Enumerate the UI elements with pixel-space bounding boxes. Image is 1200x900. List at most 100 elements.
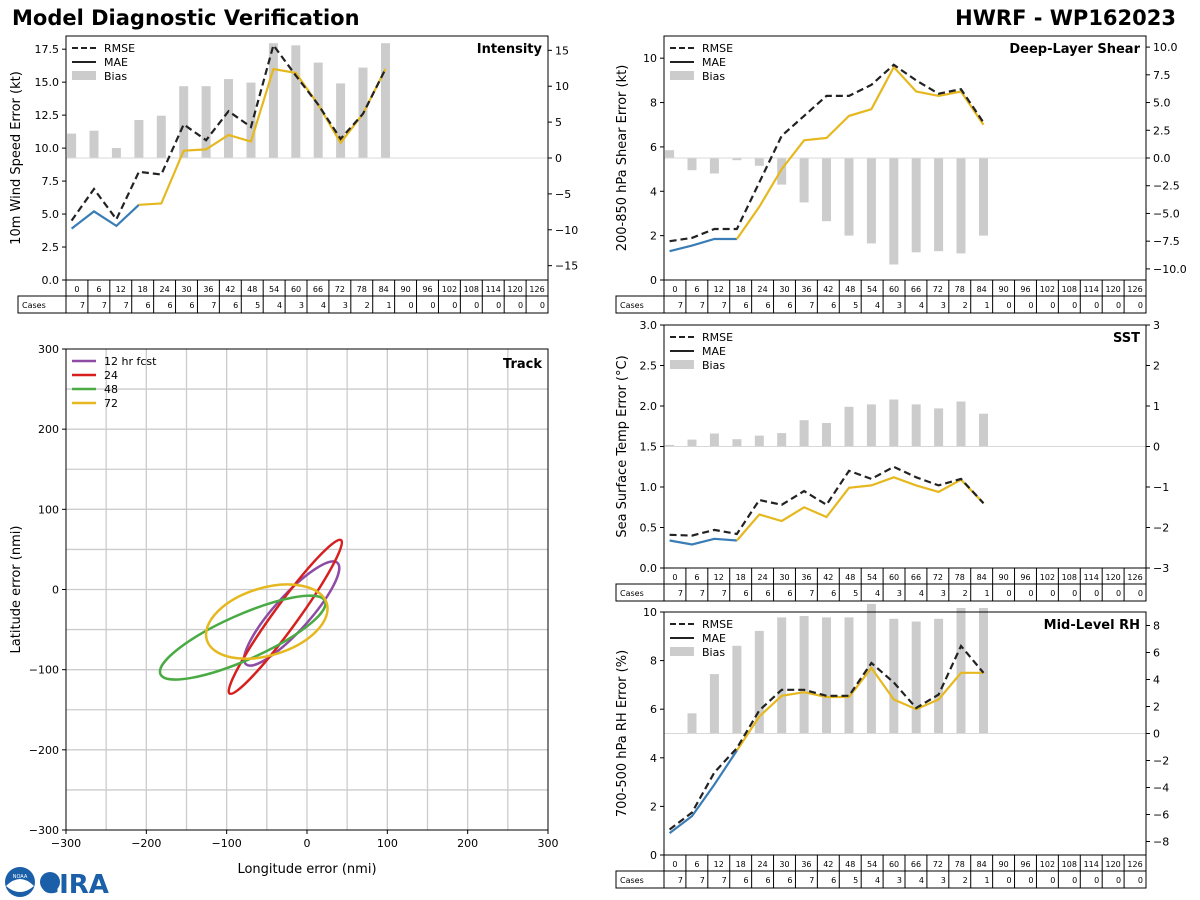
rh-legend-mae-label: MAE (702, 632, 726, 645)
sst-bias-bar (934, 408, 944, 447)
sst-bias-bar (665, 444, 675, 447)
sst-hour-label: 12 (714, 573, 724, 582)
intensity-case-count: 4 (277, 301, 282, 310)
track-xtick-label: −100 (212, 837, 242, 850)
rh-bias-bar (709, 674, 719, 734)
intensity-bias-bar (67, 133, 77, 158)
shear-panel: 0246810−10.0−7.5−5.0−2.50.02.55.07.510.0… (615, 35, 1187, 314)
rh-hour-label: 114 (1084, 860, 1099, 869)
shear-y2tick-label: 0.0 (1153, 152, 1171, 165)
shear-cases-label: Cases (620, 301, 644, 310)
shear-case-count: 1 (985, 301, 990, 310)
sst-case-count: 6 (787, 589, 792, 598)
rh-legend-bias-label: Bias (702, 646, 725, 659)
shear-bias-bar (777, 158, 787, 185)
rh-case-count: 4 (875, 876, 880, 885)
sst-ytick-label: 3.0 (640, 319, 658, 332)
sst-case-count: 2 (963, 589, 968, 598)
intensity-mae-line-early (70, 203, 140, 230)
intensity-legend-rmse-label: RMSE (104, 42, 135, 55)
rh-ylabel: 700-500 hPa RH Error (%) (615, 650, 630, 817)
sst-hour-label: 96 (1020, 573, 1030, 582)
shear-case-count: 3 (941, 301, 946, 310)
intensity-y2tick-label: −15 (555, 260, 578, 273)
intensity-bias-bar (134, 120, 144, 158)
shear-ylabel: 200-850 hPa Shear Error (kt) (615, 65, 630, 252)
sst-hour-label: 48 (845, 573, 855, 582)
rh-y2tick-label: 8 (1153, 620, 1160, 633)
sst-rmse-line (669, 465, 985, 537)
rh-ytick-label: 6 (650, 703, 657, 716)
intensity-legend-bias-label: Bias (104, 70, 127, 83)
shear-case-count: 2 (963, 301, 968, 310)
shear-legend-mae-label: MAE (702, 56, 726, 69)
sst-title: SST (1113, 331, 1140, 346)
sst-bias-bar (822, 423, 831, 447)
intensity-hour-label: 108 (464, 285, 479, 294)
intensity-bias-bar (268, 43, 278, 159)
intensity-bias-bar (179, 86, 189, 158)
intensity-cases-label: Cases (22, 301, 46, 310)
intensity-case-count: 6 (146, 301, 151, 310)
shear-bias-bar (799, 158, 809, 203)
intensity-hour-label: 30 (181, 285, 191, 294)
rh-hour-label: 54 (867, 860, 877, 869)
shear-case-count: 6 (831, 301, 836, 310)
shear-case-count: 6 (765, 301, 770, 310)
cira-logo-text: CIRA (40, 870, 109, 900)
intensity-hour-label: 78 (357, 285, 367, 294)
rh-case-count: 2 (963, 876, 968, 885)
shear-case-count: 7 (678, 301, 683, 310)
sst-bias-bar (866, 404, 876, 447)
intensity-case-count: 0 (540, 301, 545, 310)
shear-hour-label: 90 (998, 285, 1008, 294)
rh-cases-row (615, 870, 1147, 889)
sst-bias-bar (979, 413, 988, 447)
rh-case-count: 0 (1006, 876, 1011, 885)
sst-hour-label: 114 (1084, 573, 1099, 582)
shear-hour-label: 30 (779, 285, 789, 294)
intensity-case-count: 2 (365, 301, 370, 310)
intensity-ytick-label: 17.5 (35, 43, 60, 56)
sst-bias-bar (799, 420, 809, 447)
rh-y2tick-label: 6 (1153, 647, 1160, 660)
rh-y2tick-label: −4 (1153, 782, 1169, 795)
shear-bias-bar (979, 158, 988, 236)
shear-case-count: 0 (1138, 301, 1143, 310)
intensity-case-count: 7 (211, 301, 216, 310)
intensity-case-count: 0 (518, 301, 523, 310)
track-ytick-label: −200 (29, 744, 59, 757)
track-ytick-label: 200 (38, 423, 59, 436)
rh-cases-label: Cases (620, 876, 644, 885)
intensity-rmse-line (70, 42, 387, 222)
sst-case-count: 7 (678, 589, 683, 598)
intensity-bias-bar (201, 86, 211, 158)
track-xtick-label: 300 (538, 837, 559, 850)
intensity-case-count: 7 (102, 301, 107, 310)
rh-bias-bar (822, 617, 831, 734)
sst-bias-bar (687, 439, 697, 447)
intensity-case-count: 3 (299, 301, 304, 310)
intensity-case-count: 6 (167, 301, 172, 310)
intensity-hour-label: 114 (486, 285, 501, 294)
intensity-bias-bar (156, 115, 166, 158)
track-legend-label: 72 (104, 397, 118, 410)
intensity-cases-row (17, 295, 549, 314)
track-ytick-label: −300 (29, 824, 59, 837)
rh-case-count: 0 (1072, 876, 1077, 885)
shear-bias-bar (709, 158, 719, 174)
intensity-hour-label: 42 (225, 285, 235, 294)
rh-bias-bar (754, 630, 764, 734)
rh-ytick-label: 10 (643, 606, 657, 619)
rh-hour-label: 0 (672, 860, 677, 869)
shear-case-count: 0 (1116, 301, 1121, 310)
intensity-hour-label: 6 (96, 285, 101, 294)
sst-y2tick-label: 2 (1153, 360, 1160, 373)
sst-mae-line (736, 476, 985, 542)
sst-hour-label: 24 (757, 573, 767, 582)
sst-hour-label: 42 (823, 573, 833, 582)
rh-hour-label: 90 (998, 860, 1008, 869)
sst-case-count: 0 (1138, 589, 1143, 598)
shear-bias-bar (866, 158, 876, 244)
sst-case-count: 7 (809, 589, 814, 598)
